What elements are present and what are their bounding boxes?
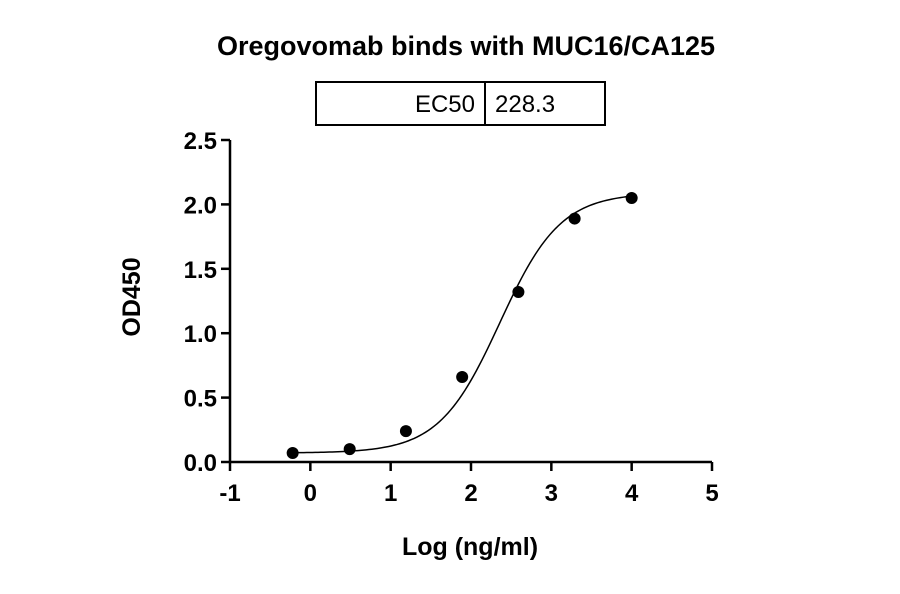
y-axis-label: OD450 (118, 257, 146, 336)
x-tick-label: 3 (545, 480, 558, 507)
chart-title: Oregovomab binds with MUC16/CA125 (217, 31, 715, 61)
fit-curve (292, 195, 632, 454)
data-point (512, 285, 525, 298)
data-point (286, 446, 299, 459)
x-tick-label: -1 (219, 480, 240, 507)
x-tick-label: 1 (384, 480, 397, 507)
x-tick-label: 0 (304, 480, 317, 507)
ec50-table: EC50 228.3 (315, 81, 606, 126)
y-tick-label: 0.5 (184, 386, 217, 413)
x-tick-label: 5 (705, 480, 718, 507)
y-tick-label: 1.0 (184, 321, 217, 348)
y-tick-label: 2.0 (184, 192, 217, 219)
x-tick-label: 4 (625, 480, 639, 507)
y-axis-ticks: 0.0 0.5 1.0 1.5 2.0 2.5 (184, 128, 230, 477)
x-tick-label: 2 (464, 480, 477, 507)
y-tick-label: 2.5 (184, 128, 217, 155)
axes (228, 140, 712, 464)
ec50-value: 228.3 (495, 91, 555, 118)
y-tick-label: 1.5 (184, 257, 217, 284)
ec50-table-border (315, 81, 606, 126)
data-point (568, 212, 581, 225)
data-point (625, 191, 638, 204)
data-points (286, 191, 638, 459)
data-point (343, 443, 356, 456)
x-axis-ticks: -1 0 1 2 3 4 5 (219, 462, 719, 507)
x-axis-label: Log (ng/ml) (402, 533, 538, 561)
y-tick-label: 0.0 (184, 450, 217, 477)
data-point (456, 370, 469, 383)
ec50-label: EC50 (415, 91, 475, 118)
data-point (399, 425, 412, 438)
